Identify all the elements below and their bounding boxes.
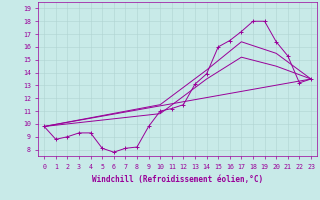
X-axis label: Windchill (Refroidissement éolien,°C): Windchill (Refroidissement éolien,°C): [92, 175, 263, 184]
